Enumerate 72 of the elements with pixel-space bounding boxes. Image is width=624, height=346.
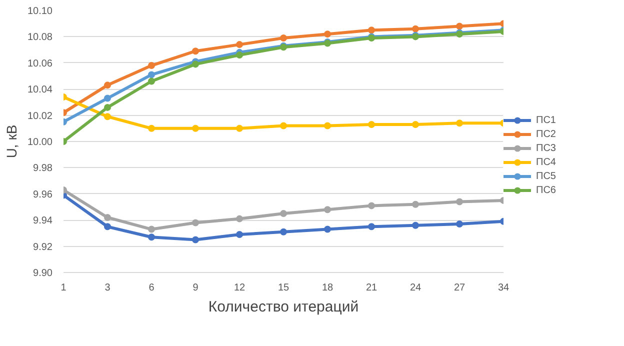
point (192, 219, 199, 226)
point (148, 226, 155, 233)
point (280, 228, 287, 236)
y-tick-label: 10.10 (27, 6, 53, 17)
x-tick-label: 18 (322, 282, 334, 294)
y-tick-label: 9.92 (33, 242, 53, 253)
point (148, 71, 155, 78)
point (456, 220, 463, 228)
point (148, 234, 155, 241)
point (104, 214, 111, 221)
point (368, 120, 375, 128)
point (236, 41, 243, 48)
point (236, 124, 243, 132)
point (368, 202, 375, 210)
point (104, 94, 111, 102)
x-tick-label: 3 (104, 282, 111, 294)
x-tick-label: 21 (366, 282, 378, 294)
x-tick-label: 9 (192, 282, 199, 294)
legend-label: ПС6 (536, 184, 556, 197)
legend-label: ПС5 (536, 170, 556, 183)
y-tick-label: 9.90 (33, 268, 53, 279)
point (412, 120, 419, 128)
point (236, 215, 243, 222)
point (280, 122, 287, 130)
point (324, 206, 331, 214)
x-tick-label: 12 (234, 282, 246, 294)
y-axis-title: U, кВ (3, 124, 20, 158)
legend-label: ПС2 (536, 128, 556, 141)
x-tick-label: 1 (60, 282, 67, 294)
point (324, 122, 331, 130)
point (148, 124, 155, 132)
point (148, 62, 155, 70)
legend-label: ПС4 (536, 156, 556, 169)
y-tick-label: 10.00 (27, 137, 53, 148)
y-tick-label: 9.98 (33, 163, 53, 174)
point (456, 198, 463, 206)
x-tick-label: 27 (454, 282, 466, 294)
point (236, 231, 243, 238)
y-tick-label: 9.94 (33, 216, 53, 227)
point (148, 78, 155, 85)
point (104, 223, 111, 230)
point (412, 200, 419, 208)
point (412, 222, 419, 229)
point (280, 210, 287, 218)
y-tick-label: 10.08 (27, 32, 53, 44)
point (324, 30, 331, 38)
x-axis-title: Количество итераций (208, 298, 359, 316)
y-tick-label: 10.04 (27, 84, 53, 96)
x-tick-label: 34 (498, 282, 510, 294)
point (104, 82, 111, 89)
point (192, 124, 199, 132)
point (192, 236, 199, 244)
x-tick-label: 15 (278, 282, 290, 294)
point (324, 226, 331, 233)
x-tick-label: 6 (148, 282, 155, 294)
point (104, 113, 111, 120)
point (368, 223, 375, 230)
point (456, 22, 463, 30)
point (104, 104, 111, 111)
legend-label: ПС1 (536, 114, 556, 127)
y-tick-label: 10.06 (27, 58, 53, 70)
point (236, 52, 243, 59)
point (192, 48, 199, 55)
x-tick-label: 24 (410, 282, 422, 294)
point (280, 34, 287, 42)
point (456, 120, 463, 127)
y-tick-label: 9.96 (33, 189, 53, 200)
y-tick-label: 10.02 (27, 110, 53, 122)
legend-label: ПС3 (536, 142, 556, 155)
point (412, 25, 419, 32)
point (368, 26, 375, 34)
point (192, 60, 199, 68)
